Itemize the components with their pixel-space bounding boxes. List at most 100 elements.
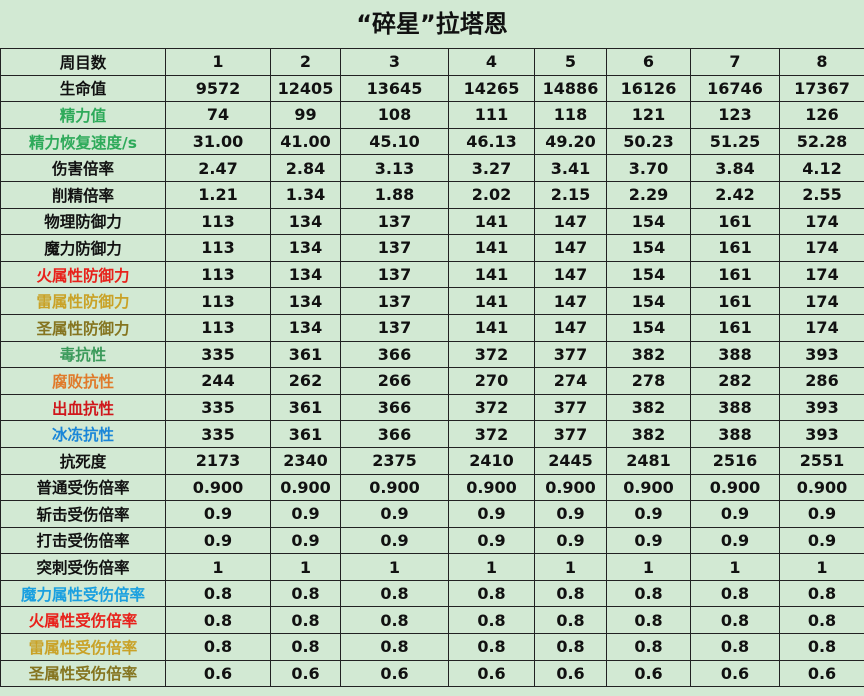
table-row: 魔力防御力 113 134 137 141 147 154 161 174 — [0, 234, 864, 262]
table-row: 冰冻抗性 335 361 366 372 377 382 388 393 — [0, 420, 864, 448]
table-cell: 0.9 — [448, 526, 535, 555]
table-cell: 134 — [270, 207, 341, 236]
table-cell: 0.8 — [270, 606, 341, 635]
table-row: 伤害倍率 2.47 2.84 3.13 3.27 3.41 3.70 3.84 4.12 — [0, 154, 864, 182]
table-cell: 113 — [165, 287, 271, 315]
table-cell: 361 — [270, 340, 341, 369]
table-cell: 52.28 — [779, 127, 864, 156]
table-cell: 393 — [779, 420, 864, 448]
table-cell: 0.900 — [270, 473, 341, 502]
table-cell: 3.84 — [690, 154, 780, 182]
table-cell: 46.13 — [448, 127, 535, 156]
table-cell: 118 — [534, 101, 607, 129]
stats-table: 周目数 1 2 3 4 5 6 7 8 生命值 9572 12405 13645 14265 14886 16… — [0, 48, 864, 688]
table-cell: 147 — [534, 207, 607, 236]
table-row: 雷属性防御力 113 134 137 141 147 154 161 174 — [0, 287, 864, 315]
table-cell: 0.6 — [340, 659, 449, 688]
table-cell: 0.900 — [690, 473, 780, 502]
table-cell: 50.23 — [606, 127, 691, 156]
table-cell: 147 — [534, 313, 607, 342]
table-cell: 126 — [779, 101, 864, 129]
table-cell: 13645 — [340, 74, 449, 103]
table-cell: 41.00 — [270, 127, 341, 156]
row-label: 圣属性防御力 — [0, 313, 166, 342]
table-cell: 2.15 — [534, 180, 607, 209]
table-cell: 2.47 — [165, 154, 271, 182]
table-row: 精力恢复速度/s 31.00 41.00 45.10 46.13 49.20 50.23 51… — [0, 127, 864, 156]
table-cell: 0.8 — [340, 606, 449, 635]
table-cell: 377 — [534, 340, 607, 369]
table-cell: 141 — [448, 287, 535, 315]
table-cell: 1 — [165, 553, 271, 581]
table-cell: 154 — [606, 234, 691, 262]
table-cell: 147 — [534, 260, 607, 289]
table-cell: 174 — [779, 260, 864, 289]
table-cell: 0.6 — [448, 659, 535, 688]
row-label: 打击受伤倍率 — [0, 526, 166, 555]
table-cell: 137 — [340, 313, 449, 342]
table-cell: 154 — [606, 287, 691, 315]
table-cell: 0.8 — [340, 633, 449, 661]
table-cell: 0.9 — [534, 526, 607, 555]
table-cell: 4.12 — [779, 154, 864, 182]
table-cell: 0.8 — [690, 606, 780, 635]
table-cell: 335 — [165, 393, 271, 422]
table-cell: 0.8 — [448, 633, 535, 661]
table-cell: 137 — [340, 260, 449, 289]
table-cell: 9572 — [165, 74, 271, 103]
table-cell: 382 — [606, 393, 691, 422]
table-cell: 141 — [448, 234, 535, 262]
table-cell: 141 — [448, 260, 535, 289]
table-row: 打击受伤倍率 0.9 0.9 0.9 0.9 0.9 0.9 0.9 0.9 — [0, 526, 864, 555]
table-cell: 134 — [270, 287, 341, 315]
row-label: 精力值 — [0, 101, 166, 129]
table-cell: 99 — [270, 101, 341, 129]
table-cell: 45.10 — [340, 127, 449, 156]
table-cell: 113 — [165, 207, 271, 236]
table-cell: 161 — [690, 234, 780, 262]
table-cell: 1 — [690, 553, 780, 581]
table-cell: 14886 — [534, 74, 607, 103]
table-row: 抗死度 2173 2340 2375 2410 2445 2481 2516 2551 — [0, 446, 864, 475]
table-cell: 161 — [690, 313, 780, 342]
table-cell: 0.8 — [340, 579, 449, 608]
table-cell: 0.9 — [606, 500, 691, 528]
table-cell: 1 — [534, 553, 607, 581]
table-cell: 2.42 — [690, 180, 780, 209]
row-label: 腐败抗性 — [0, 367, 166, 395]
table-cell: 366 — [340, 393, 449, 422]
table-cell: 2516 — [690, 446, 780, 475]
page-title: “碎星”拉塔恩 — [356, 10, 508, 38]
table-cell: 0.900 — [779, 473, 864, 502]
table-cell: 0.8 — [270, 579, 341, 608]
table-row: 魔力属性受伤倍率 0.8 0.8 0.8 0.8 0.8 0.8 0.8 0.8 — [0, 579, 864, 608]
table-cell: 274 — [534, 367, 607, 395]
row-label: 精力恢复速度/s — [0, 127, 166, 156]
table-row: 腐败抗性 244 262 266 270 274 278 282 286 — [0, 367, 864, 395]
table-cell: 0.9 — [270, 526, 341, 555]
table-cell: 14265 — [448, 74, 535, 103]
table-cell: 12405 — [270, 74, 341, 103]
table-cell: 1 — [340, 553, 449, 581]
table-cell: 0.8 — [270, 633, 341, 661]
table-cell: 161 — [690, 207, 780, 236]
row-label: 普通受伤倍率 — [0, 473, 166, 502]
table-cell: 1 — [448, 553, 535, 581]
table-cell: 0.8 — [606, 633, 691, 661]
table-cell: 0.9 — [448, 500, 535, 528]
table-cell: 270 — [448, 367, 535, 395]
table-cell: 0.8 — [448, 579, 535, 608]
table-cell: 137 — [340, 287, 449, 315]
table-cell: 16746 — [690, 74, 780, 103]
table-cell: 0.900 — [606, 473, 691, 502]
table-cell: 0.8 — [165, 606, 271, 635]
table-cell: 0.8 — [534, 633, 607, 661]
table-row: 圣属性防御力 113 134 137 141 147 154 161 174 — [0, 313, 864, 342]
table-cell: 51.25 — [690, 127, 780, 156]
table-cell: 74 — [165, 101, 271, 129]
table-cell: 137 — [340, 234, 449, 262]
table-cell: 1 — [606, 553, 691, 581]
table-cell: 137 — [340, 207, 449, 236]
table-cell: 393 — [779, 340, 864, 369]
table-cell: 121 — [606, 101, 691, 129]
